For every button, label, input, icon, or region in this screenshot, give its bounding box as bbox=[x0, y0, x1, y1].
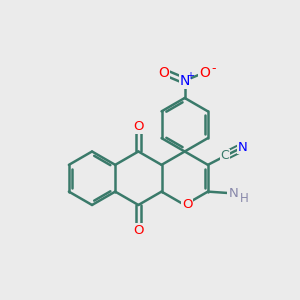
Text: O: O bbox=[182, 199, 192, 212]
Text: O: O bbox=[133, 120, 144, 133]
Text: O: O bbox=[158, 66, 169, 80]
Text: N: N bbox=[238, 140, 248, 154]
Text: N: N bbox=[179, 74, 190, 88]
Text: N: N bbox=[228, 187, 238, 200]
Text: O: O bbox=[199, 66, 210, 80]
Text: -: - bbox=[211, 62, 216, 75]
Text: +: + bbox=[186, 71, 194, 81]
Text: H: H bbox=[240, 192, 248, 205]
Text: C: C bbox=[221, 149, 230, 162]
Text: O: O bbox=[133, 224, 144, 237]
